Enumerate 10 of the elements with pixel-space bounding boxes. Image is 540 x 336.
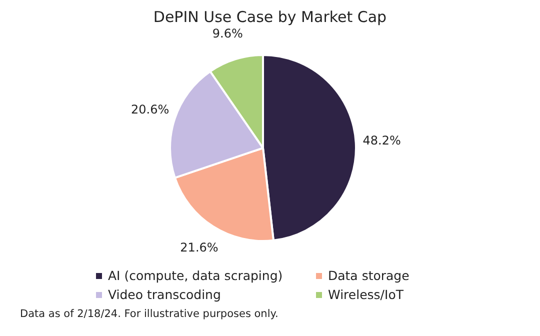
- data-label: 20.6%: [130, 102, 170, 117]
- legend-label: Wireless/IoT: [328, 287, 404, 302]
- legend-label: Video transcoding: [108, 287, 221, 302]
- text: Data as of 2/18/24. For illustrative purposes only.: [20, 308, 280, 320]
- legend-label: AI (compute, data scraping): [108, 268, 283, 283]
- data-label: 48.2%: [362, 133, 401, 148]
- data-label: 9.6%: [212, 26, 243, 40]
- legend-label: Data storage: [328, 268, 410, 283]
- chart-title: DePIN Use Case by Market Cap: [152, 8, 388, 28]
- data-label: 21.6%: [180, 240, 218, 255]
